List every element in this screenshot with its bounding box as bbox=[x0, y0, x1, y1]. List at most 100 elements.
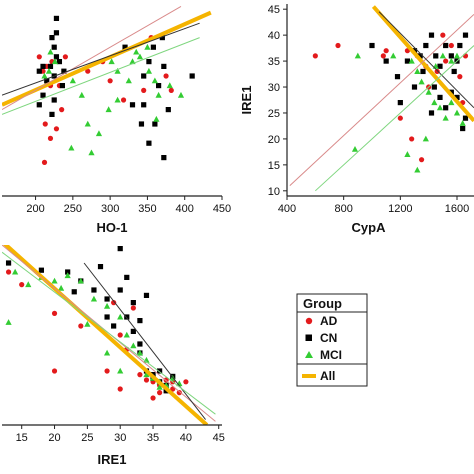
legend-marker-ad bbox=[305, 317, 313, 325]
data-point-cn bbox=[130, 300, 136, 306]
data-point-cn bbox=[47, 63, 54, 69]
data-point-mci bbox=[45, 67, 53, 74]
data-point-mci bbox=[103, 349, 111, 356]
plot-area bbox=[2, 5, 212, 165]
y-tick-label: 20 bbox=[268, 134, 280, 146]
legend-label-cn: CN bbox=[320, 331, 337, 345]
data-point-ad bbox=[51, 310, 58, 316]
y-tick-label: 40 bbox=[268, 30, 280, 42]
data-point-ad bbox=[168, 87, 174, 93]
data-point-mci bbox=[117, 313, 124, 320]
data-point-mci bbox=[404, 151, 411, 157]
data-point-cn bbox=[146, 59, 152, 65]
data-point-cn bbox=[428, 110, 435, 116]
data-point-cn bbox=[152, 121, 158, 127]
data-point-mci bbox=[453, 52, 461, 59]
data-point-cn bbox=[124, 314, 130, 320]
data-point-cn bbox=[159, 35, 165, 41]
data-point-cn bbox=[53, 54, 60, 60]
data-point-mci bbox=[108, 58, 115, 65]
data-point-cn bbox=[161, 155, 167, 161]
data-point-ad bbox=[143, 377, 150, 383]
data-point-mci bbox=[133, 48, 140, 55]
x-tick-label: 35 bbox=[147, 432, 159, 444]
x-tick-label: 400 bbox=[176, 203, 194, 215]
data-point-cn bbox=[38, 267, 45, 273]
data-point-cn bbox=[150, 44, 156, 50]
x-tick-label: 1600 bbox=[445, 203, 469, 215]
data-point-ad bbox=[443, 58, 449, 64]
x-tick-label: 45 bbox=[213, 432, 225, 444]
data-point-cn bbox=[137, 341, 143, 347]
data-point-cn bbox=[117, 246, 123, 252]
panel-ire1-scatter: 15 20 25 30 35 40 45 IRE1 bbox=[2, 245, 225, 467]
data-point-mci bbox=[5, 319, 12, 325]
data-point-ad bbox=[183, 379, 189, 385]
data-point-cn bbox=[36, 102, 42, 108]
data-point-ad bbox=[137, 372, 143, 378]
data-point-ad bbox=[5, 269, 12, 275]
x-tick-label: 15 bbox=[16, 432, 28, 444]
y-tick-label: 45 bbox=[268, 4, 280, 16]
data-point-cn bbox=[61, 68, 67, 74]
data-point-ad bbox=[448, 42, 454, 49]
data-point-cn bbox=[104, 296, 110, 302]
fit-line-cn bbox=[378, 11, 474, 109]
data-point-cn bbox=[397, 99, 403, 106]
data-point-mci bbox=[90, 295, 98, 302]
data-point-cn bbox=[36, 68, 42, 74]
fit-line-all bbox=[3, 245, 209, 425]
data-point-mci bbox=[78, 91, 85, 98]
x-tick-label: 800 bbox=[334, 203, 352, 215]
data-point-cn bbox=[5, 260, 12, 266]
x-tick-label: 30 bbox=[114, 432, 126, 444]
data-point-cn bbox=[383, 58, 389, 64]
data-point-mci bbox=[153, 115, 160, 122]
data-point-cn bbox=[111, 323, 117, 329]
data-point-cn bbox=[157, 368, 163, 374]
data-point-cn bbox=[56, 59, 63, 65]
data-point-cn bbox=[130, 328, 136, 334]
x-tick-label: 250 bbox=[64, 203, 82, 215]
data-point-cn bbox=[431, 84, 437, 90]
x-tick-label: 1200 bbox=[388, 203, 412, 215]
data-point-mci bbox=[64, 272, 71, 279]
x-tick-label: 350 bbox=[138, 203, 156, 215]
data-point-mci bbox=[431, 99, 438, 106]
data-point-mci bbox=[41, 72, 48, 79]
x-tick-label: 300 bbox=[101, 203, 119, 215]
data-point-mci bbox=[156, 383, 163, 390]
data-point-mci bbox=[151, 77, 158, 84]
data-point-ad bbox=[85, 68, 91, 74]
data-point-ad bbox=[78, 323, 84, 329]
data-point-cn bbox=[137, 318, 143, 324]
y-tick-label: 25 bbox=[268, 108, 280, 120]
data-point-ad bbox=[462, 53, 469, 59]
x-axis-label: HO-1 bbox=[96, 220, 127, 235]
data-point-mci bbox=[51, 277, 58, 284]
data-point-cn bbox=[161, 63, 167, 69]
data-point-mci bbox=[136, 53, 144, 60]
data-point-mci bbox=[144, 43, 151, 50]
data-point-mci bbox=[390, 52, 397, 59]
data-point-ad bbox=[157, 390, 163, 396]
plot-area bbox=[289, 5, 474, 192]
data-point-mci bbox=[68, 144, 75, 151]
data-point-mci bbox=[439, 52, 446, 59]
data-point-ad bbox=[312, 53, 318, 59]
data-point-cn bbox=[451, 68, 457, 75]
data-point-mci bbox=[77, 277, 84, 284]
data-point-mci bbox=[442, 114, 449, 121]
data-point-mci bbox=[155, 91, 162, 98]
data-point-mci bbox=[47, 48, 54, 55]
data-point-mci bbox=[448, 99, 455, 106]
data-point-ad bbox=[150, 395, 156, 401]
data-point-cn bbox=[448, 53, 454, 59]
data-point-cn bbox=[394, 74, 401, 80]
data-point-mci bbox=[143, 371, 150, 378]
data-point-cn bbox=[97, 264, 104, 270]
data-point-ad bbox=[19, 282, 25, 288]
data-point-cn bbox=[411, 84, 418, 90]
data-point-mci bbox=[117, 367, 124, 374]
